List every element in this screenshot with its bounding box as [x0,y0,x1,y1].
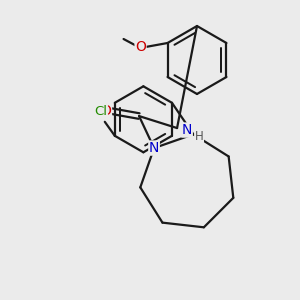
Text: N: N [182,123,192,137]
Text: O: O [100,104,112,118]
Text: H: H [195,130,203,142]
Text: O: O [135,40,146,54]
Text: N: N [149,141,159,155]
Text: Cl: Cl [94,105,107,118]
